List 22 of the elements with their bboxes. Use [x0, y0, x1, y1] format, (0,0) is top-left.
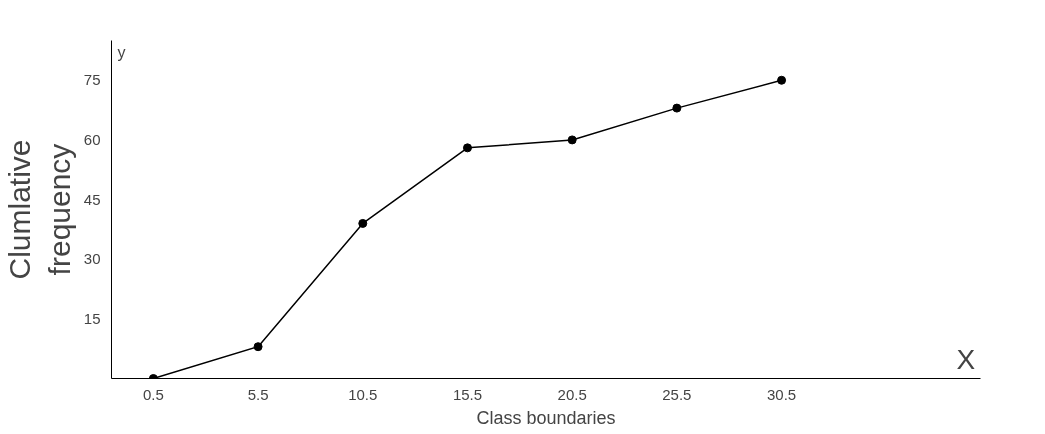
- point: [462, 143, 472, 153]
- y-tick-label: 15: [83, 309, 101, 327]
- y-tick-label: 75: [83, 71, 101, 89]
- point: [672, 103, 682, 113]
- x-axis-title: Class boundaries: [476, 407, 616, 428]
- annotation: y: [117, 43, 126, 61]
- point: [253, 342, 263, 352]
- y-tick-label: 60: [83, 130, 101, 148]
- x-tick-label: 30.5: [766, 385, 797, 403]
- annotation: X: [956, 343, 976, 375]
- y-tick-label: 30: [83, 250, 101, 268]
- x-tick-label: 5.5: [247, 385, 269, 403]
- y-axis-title: Clumlative frequency: [3, 139, 76, 280]
- point: [567, 135, 577, 145]
- point: [777, 75, 787, 85]
- x-tick-label: 15.5: [452, 385, 483, 403]
- x-tick-label: 20.5: [557, 385, 587, 403]
- point: [358, 218, 368, 228]
- x-tick-label: 0.5: [142, 385, 164, 403]
- x-tick-label: 10.5: [348, 385, 378, 403]
- x-tick-label: 25.5: [662, 385, 692, 403]
- y-tick-label: 45: [83, 190, 101, 208]
